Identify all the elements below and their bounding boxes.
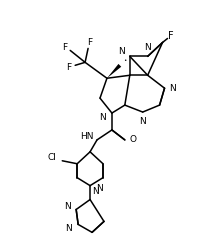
- Text: F: F: [168, 32, 173, 42]
- Text: N: N: [65, 224, 72, 233]
- Text: N: N: [169, 84, 176, 93]
- Text: F: F: [88, 38, 93, 47]
- Polygon shape: [107, 64, 121, 78]
- Text: N: N: [96, 184, 102, 193]
- Text: N: N: [118, 47, 125, 56]
- Text: N: N: [100, 113, 106, 122]
- Text: Cl: Cl: [48, 153, 57, 162]
- Text: N: N: [92, 187, 99, 196]
- Text: •: •: [123, 58, 127, 63]
- Text: N: N: [64, 202, 71, 211]
- Text: HN: HN: [80, 132, 94, 141]
- Text: F: F: [62, 43, 67, 52]
- Text: F: F: [66, 63, 71, 72]
- Text: O: O: [129, 135, 136, 144]
- Text: N: N: [139, 116, 146, 125]
- Text: N: N: [144, 43, 151, 52]
